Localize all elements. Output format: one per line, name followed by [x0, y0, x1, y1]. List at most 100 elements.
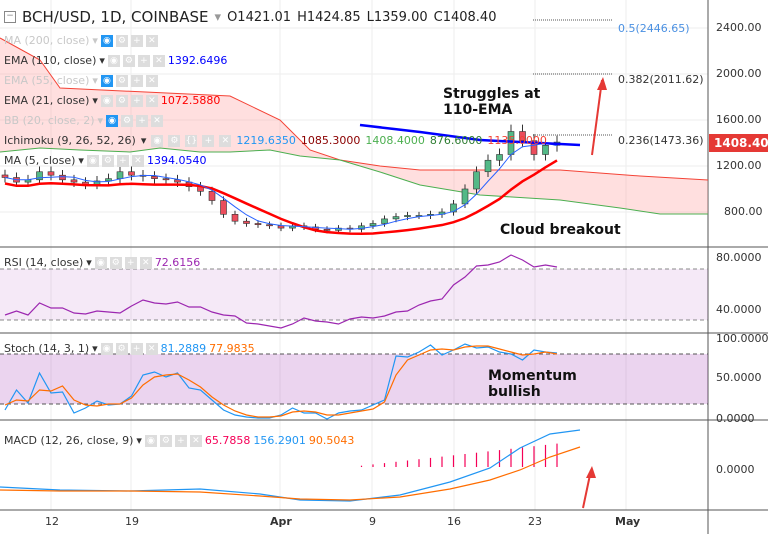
candle — [105, 178, 112, 182]
candle — [519, 131, 526, 141]
legend-ema110[interactable]: EMA (110, close) ▾ ◉ ⚙ + ✕ 1392.6496 — [4, 54, 228, 67]
annotation-cloud-breakout: Cloud breakout — [500, 222, 621, 238]
close-icon[interactable]: ✕ — [151, 114, 164, 127]
visibility-icon[interactable]: ◉ — [100, 74, 113, 87]
plus-icon[interactable]: + — [130, 34, 143, 47]
ohlc-open: O1421.01 — [227, 9, 292, 25]
plus-icon[interactable]: + — [116, 154, 129, 167]
close-icon[interactable]: ✕ — [145, 94, 158, 107]
gear-icon[interactable]: ⚙ — [122, 54, 135, 67]
legend-value: 90.5043 — [308, 434, 355, 447]
plus-icon[interactable]: + — [130, 342, 143, 355]
gear-icon[interactable]: ⚙ — [121, 114, 134, 127]
legend-macd[interactable]: MACD (12, 26, close, 9) ▾ ◉ ⚙ + ✕ 65.7858 1… — [4, 434, 355, 447]
symbol-title[interactable]: BCH/USD, 1D, COINBASE — [22, 8, 209, 26]
legend-value: 876.6000 — [429, 134, 483, 147]
legend-stoch[interactable]: Stoch (14, 3, 1) ▾ ◉ ⚙ + ✕ 81.2889 77.9835 — [4, 342, 255, 355]
visibility-icon[interactable]: ◉ — [144, 434, 157, 447]
plus-icon[interactable]: + — [130, 74, 143, 87]
legend-ema21[interactable]: EMA (21, close) ▾ ◉ ⚙ + ✕ 1072.5880 — [4, 94, 221, 107]
close-icon[interactable]: ✕ — [219, 134, 232, 147]
visibility-icon[interactable]: ◉ — [106, 114, 119, 127]
close-icon[interactable]: ✕ — [131, 154, 144, 167]
price-tick: 800.00 — [724, 205, 763, 218]
gear-icon[interactable]: ⚙ — [109, 256, 122, 269]
gear-icon[interactable]: ⚙ — [115, 342, 128, 355]
plus-icon[interactable]: + — [202, 134, 215, 147]
gear-icon[interactable]: ⚙ — [168, 134, 181, 147]
stoch-k-line — [4, 343, 558, 420]
candle — [208, 191, 216, 201]
visibility-icon[interactable]: ◉ — [151, 134, 164, 147]
stoch-tick: 50.0000 — [716, 371, 762, 384]
candle — [151, 176, 158, 179]
legend-label: EMA (21, close) — [4, 94, 90, 107]
visibility-icon[interactable]: ◉ — [100, 34, 113, 47]
date-tick: Apr — [270, 515, 292, 528]
candle — [277, 225, 285, 229]
candle — [220, 200, 227, 215]
candle — [381, 218, 388, 224]
stoch-d-line — [4, 345, 558, 418]
plus-icon[interactable]: + — [137, 54, 150, 67]
legend-label: RSI (14, close) — [4, 256, 84, 269]
candle — [323, 228, 331, 231]
rsi-band — [0, 269, 708, 320]
gear-icon[interactable]: ⚙ — [115, 74, 128, 87]
candle — [404, 215, 411, 217]
gear-icon[interactable]: ⚙ — [115, 34, 128, 47]
price-tick: 2400.00 — [716, 21, 762, 34]
legend-ma5[interactable]: MA (5, close) ▾ ◉ ⚙ + ✕ 1394.0540 — [4, 154, 207, 167]
braces-icon[interactable]: {} — [185, 134, 198, 147]
close-icon[interactable]: ✕ — [152, 54, 165, 67]
visibility-icon[interactable]: ◉ — [100, 342, 113, 355]
legend-rsi[interactable]: RSI (14, close) ▾ ◉ ⚙ + ✕ 72.6156 — [4, 256, 201, 269]
collapse-icon[interactable]: − — [4, 11, 16, 23]
fib-level: 0.5(2446.65) — [618, 22, 690, 35]
legend-value: 65.7858 — [204, 434, 251, 447]
close-icon[interactable]: ✕ — [189, 434, 202, 447]
plus-icon[interactable]: + — [136, 114, 149, 127]
gear-icon[interactable]: ⚙ — [159, 434, 172, 447]
candle — [473, 171, 480, 190]
gear-icon[interactable]: ⚙ — [101, 154, 114, 167]
ema110-line — [359, 123, 581, 147]
legend-value: 1135.0000 — [487, 134, 547, 147]
close-icon[interactable]: ✕ — [145, 34, 158, 47]
legend-ema55[interactable]: EMA (55, close) ▾ ◉ ⚙ + ✕ — [4, 74, 158, 87]
plus-icon[interactable]: + — [174, 434, 187, 447]
legend-ichimoku[interactable]: Ichimoku (9, 26, 52, 26) ▾ ◉ ⚙{} + ✕ 1219.6… — [4, 134, 547, 147]
candle — [530, 140, 538, 155]
fib-level: 0.382(2011.62) — [618, 73, 704, 86]
date-tick: 19 — [125, 515, 139, 528]
candle — [369, 223, 377, 227]
visibility-icon[interactable]: ◉ — [86, 154, 99, 167]
stoch-band — [0, 354, 708, 404]
stoch-tick: 0.0000 — [716, 412, 755, 425]
visibility-icon[interactable]: ◉ — [94, 256, 107, 269]
close-icon[interactable]: ✕ — [145, 342, 158, 355]
visibility-icon[interactable]: ◉ — [100, 94, 113, 107]
plus-icon[interactable]: + — [130, 94, 143, 107]
close-icon[interactable]: ✕ — [145, 74, 158, 87]
macd-signal-line — [0, 446, 581, 501]
candle — [254, 223, 262, 225]
ohlc-high: H1424.85 — [297, 9, 361, 25]
close-icon[interactable]: ✕ — [139, 256, 152, 269]
legend-value: 1408.4000 — [365, 134, 425, 147]
candle — [450, 203, 457, 213]
candle — [59, 174, 66, 181]
candle — [392, 216, 400, 220]
cloud-span-b — [0, 147, 708, 215]
candle — [128, 171, 135, 176]
chevron-down-icon[interactable]: ▾ — [214, 9, 222, 25]
plus-icon[interactable]: + — [124, 256, 137, 269]
candle — [116, 171, 124, 179]
legend-bb[interactable]: BB (20, close, 2) ▾ ◉ ⚙ + ✕ — [4, 114, 164, 127]
date-tick: 16 — [447, 515, 461, 528]
legend-ma200[interactable]: MA (200, close) ▾ ◉ ⚙ + ✕ — [4, 34, 158, 47]
visibility-icon[interactable]: ◉ — [107, 54, 120, 67]
gear-icon[interactable]: ⚙ — [115, 94, 128, 107]
annotation-momentum: Momentum bullish — [488, 368, 577, 400]
